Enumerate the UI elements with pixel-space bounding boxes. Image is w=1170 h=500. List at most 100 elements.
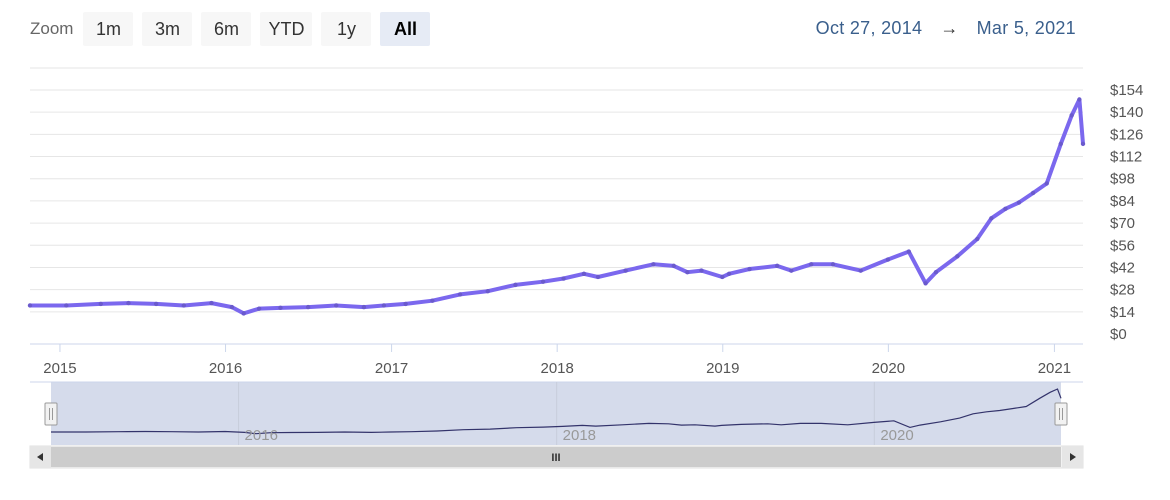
data-point [430,298,435,303]
scroll-left-button[interactable] [30,446,51,468]
scroll-right-button[interactable] [1062,446,1083,468]
data-point [241,311,246,316]
price-series-markers [27,97,1086,316]
data-point [153,301,159,307]
range-to-input[interactable]: Mar 5, 2021 [976,17,1076,38]
data-point [1077,97,1082,102]
data-point [256,306,262,311]
navigator-x-labels: 2016 2018 2020 [245,427,914,444]
data-point [561,276,566,281]
zoom-6m-button[interactable]: 6m [201,12,252,46]
data-point [1058,141,1063,147]
data-point [98,301,103,307]
zoom-1y-button[interactable]: 1y [321,12,372,46]
y-axis-labels: $0 $14 $28 $42 $56 $70 $84 $98 $112 $126 $140 $154 [1110,82,1143,343]
data-point [720,274,725,280]
data-point [126,300,131,306]
range-from-input[interactable]: Oct 27, 2014 [815,17,923,38]
data-point [64,303,69,308]
data-point [403,301,408,307]
data-point [685,270,690,275]
navigator-left-handle[interactable] [44,402,58,426]
y-tick-label: $98 [1110,171,1135,188]
data-point [671,263,676,269]
y-tick-label: $140 [1110,104,1143,121]
data-point [775,263,780,269]
data-point [726,271,732,276]
data-point [651,262,656,267]
data-point [209,300,214,306]
zoom-1m-button[interactable]: 1m [83,12,134,46]
scrollbar[interactable]: III [29,445,1084,469]
data-point [858,268,863,273]
zoom-ytd-button[interactable]: YTD [260,12,313,46]
grid-lines [30,67,1083,345]
x-tick-label: 2019 [706,360,739,377]
x-tick-label: 2021 [1038,360,1071,377]
y-tick-label: $28 [1110,282,1135,299]
navigator[interactable]: 2016 2018 2020 [30,381,1083,445]
data-point [1080,141,1086,147]
x-tick-label: 2017 [375,360,408,377]
x-tick-label: 2018 [540,360,573,377]
data-point [923,281,928,286]
y-tick-label: $70 [1110,215,1135,232]
data-point [305,304,311,310]
data-point [885,257,891,262]
zoom-label: Zoom [30,19,74,38]
data-point [361,304,367,310]
data-point [381,303,387,308]
navigator-x-label: 2018 [563,427,596,444]
zoom-3m-button[interactable]: 3m [142,12,193,46]
data-point [1016,200,1022,205]
data-point [789,268,794,273]
zoom-all-button[interactable]: All [380,12,431,46]
data-point [485,289,490,294]
data-point [906,249,911,254]
x-axis-labels: 2015 2016 2017 2018 2019 2020 2021 [43,344,1071,377]
data-point [933,270,939,275]
y-tick-label: $84 [1110,193,1135,210]
data-point [1044,181,1049,186]
data-point [1069,113,1074,118]
data-point [595,274,601,280]
data-point [581,271,587,276]
navigator-grid [30,381,1083,445]
data-point [623,268,628,273]
y-tick-label: $154 [1110,82,1143,99]
scrollbar-grip-icon: III [551,452,560,464]
navigator-series-line [51,388,1062,435]
data-point [699,268,704,273]
y-tick-label: $112 [1110,149,1142,166]
y-tick-label: $14 [1110,304,1135,321]
triangle-right-icon [1070,453,1076,461]
y-tick-label: $42 [1110,259,1135,276]
data-point [278,305,283,311]
price-series-line [30,97,1085,316]
data-point [989,216,994,221]
data-point [830,262,836,267]
data-point [1003,206,1008,212]
y-tick-label: $56 [1110,237,1135,254]
x-tick-label: 2020 [872,360,905,377]
data-point [513,282,518,288]
navigator-right-handle[interactable] [1054,402,1068,426]
navigator-x-label: 2020 [880,427,913,444]
data-point [27,303,33,308]
date-range-display: Oct 27, 2014 → Mar 5, 2021 [814,14,1078,42]
data-point [181,303,186,308]
navigator-selected-range [51,382,1061,445]
scrollbar-thumb[interactable] [51,447,1061,467]
x-tick-label: 2015 [43,360,76,377]
data-point [1030,190,1036,196]
data-point [229,304,235,310]
data-point [457,292,463,297]
data-point [540,279,546,284]
navigator-x-label: 2016 [245,427,278,444]
zoom-toolbar: Zoom 1m 3m 6m YTD 1y All [30,12,439,46]
data-point [809,262,814,267]
y-tick-label: $126 [1110,126,1143,143]
y-tick-label: $0 [1110,326,1127,343]
data-point [334,303,339,308]
